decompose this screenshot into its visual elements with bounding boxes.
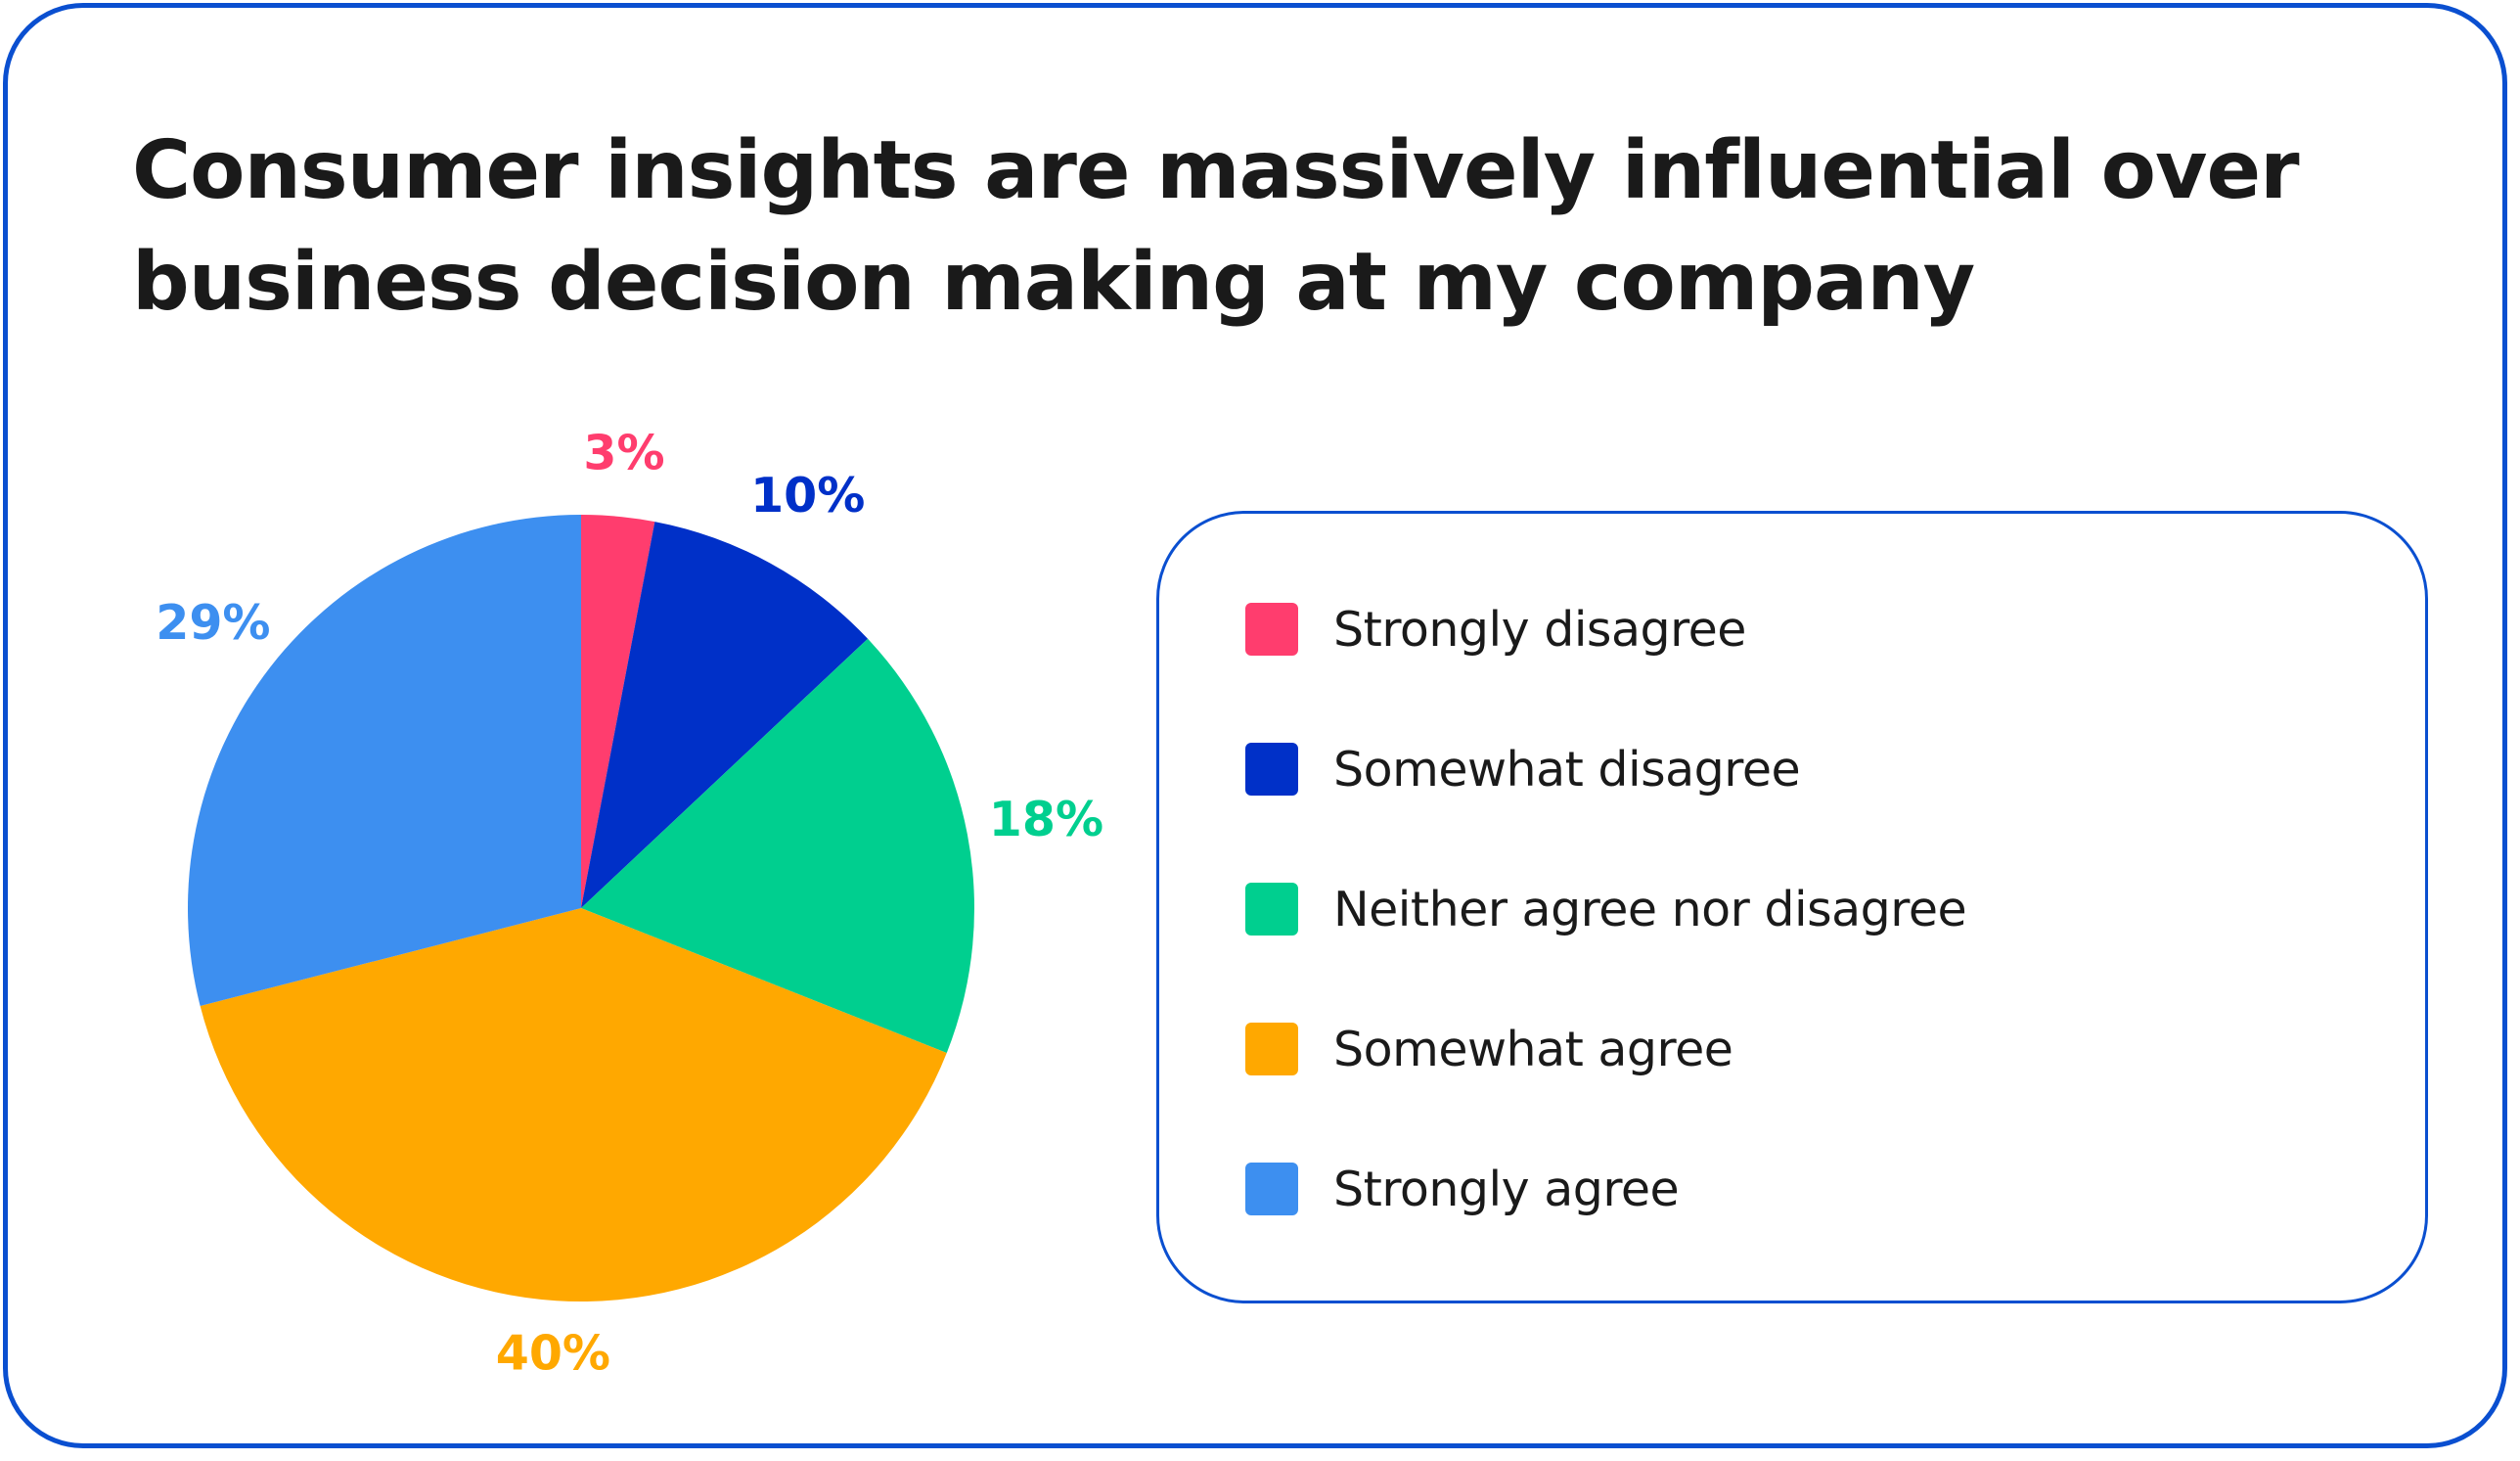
legend-label: Somewhat disagree bbox=[1333, 741, 1801, 798]
pie-label-neither-agree-nor-disagree: 18% bbox=[989, 792, 1103, 847]
pie-slice-somewhat-disagree bbox=[581, 522, 869, 908]
legend-swatch bbox=[1245, 603, 1298, 656]
legend-swatch bbox=[1245, 1163, 1298, 1215]
legend-item-strongly-agree: Strongly agree bbox=[1245, 1160, 1680, 1218]
legend-swatch bbox=[1245, 743, 1298, 796]
chart-title: Consumer insights are massively influent… bbox=[132, 115, 2382, 339]
chart-title-line-2: business decision making at my company bbox=[132, 236, 1975, 329]
legend-swatch bbox=[1245, 883, 1298, 936]
legend-label: Neither agree nor disagree bbox=[1333, 881, 1967, 937]
pie-label-somewhat-agree: 40% bbox=[496, 1326, 610, 1382]
legend-swatch bbox=[1245, 1023, 1298, 1075]
legend-item-somewhat-agree: Somewhat agree bbox=[1245, 1020, 1733, 1078]
legend-label: Strongly disagree bbox=[1333, 601, 1746, 658]
chart-title-line-1: Consumer insights are massively influent… bbox=[132, 124, 2300, 217]
pie-label-strongly-disagree: 3% bbox=[583, 426, 664, 481]
pie-slice-somewhat-agree bbox=[200, 908, 947, 1302]
legend: Strongly disagree Somewhat disagree Neit… bbox=[1156, 511, 2428, 1303]
pie-slice-strongly-agree bbox=[187, 515, 581, 1006]
pie-label-somewhat-disagree: 10% bbox=[750, 468, 865, 524]
legend-item-neither: Neither agree nor disagree bbox=[1245, 880, 1967, 938]
pie-label-strongly-agree: 29% bbox=[156, 595, 270, 651]
legend-item-strongly-disagree: Strongly disagree bbox=[1245, 600, 1746, 659]
legend-label: Somewhat agree bbox=[1333, 1021, 1733, 1077]
pie-chart: 3% 10% 18% 40% 29% bbox=[156, 426, 1103, 1382]
legend-label: Strongly agree bbox=[1333, 1161, 1680, 1217]
pie-slice-neither-agree-nor-disagree bbox=[581, 638, 974, 1053]
legend-item-somewhat-disagree: Somewhat disagree bbox=[1245, 740, 1801, 799]
pie-slice-strongly-disagree bbox=[581, 515, 655, 908]
